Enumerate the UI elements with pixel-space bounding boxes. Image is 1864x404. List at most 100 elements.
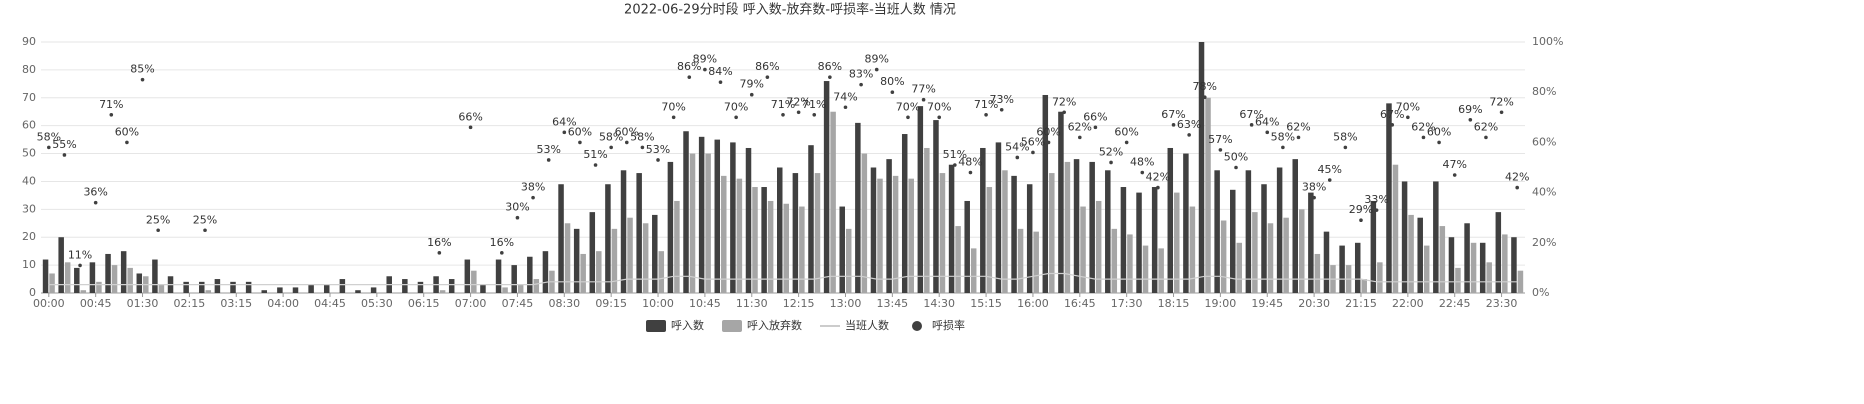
x-tick-label: 06:15: [408, 297, 440, 310]
data-label: 66%: [458, 110, 482, 123]
bar: [214, 279, 221, 293]
bar: [839, 206, 845, 293]
x-tick-label: 13:45: [876, 297, 908, 310]
y-tick-label: 90: [22, 35, 36, 48]
bar: [1502, 234, 1508, 293]
bar: [964, 200, 970, 293]
bar: [152, 259, 158, 293]
y2-tick-label: 20%: [1532, 236, 1556, 249]
data-label: 16%: [490, 236, 514, 249]
bar: [970, 248, 977, 293]
bar: [1252, 212, 1258, 293]
legend-label: 当班人数: [845, 318, 889, 332]
dot: [1140, 170, 1145, 175]
data-label: 70%: [724, 100, 748, 113]
dot: [437, 251, 442, 255]
data-label: 47%: [1442, 158, 1466, 171]
data-label: 60%: [1114, 125, 1138, 138]
x-tick-label: 14:30: [923, 297, 955, 310]
dot: [1202, 95, 1207, 100]
bar: [917, 106, 924, 294]
bar: [799, 206, 805, 293]
bar: [642, 223, 649, 293]
bar: [1205, 97, 1211, 294]
x-tick-label: 08:30: [548, 297, 580, 310]
dot: [734, 115, 738, 120]
bar: [158, 284, 165, 293]
dot: [671, 115, 676, 120]
bar: [1120, 187, 1127, 293]
data-label: 62%: [1474, 120, 1498, 133]
data-label: 38%: [521, 181, 545, 194]
bar: [886, 159, 892, 293]
data-label: 86%: [818, 60, 842, 73]
data-label: 71%: [99, 98, 123, 111]
bar: [339, 279, 346, 293]
data-label: 72%: [1489, 95, 1513, 108]
bar: [1189, 206, 1196, 293]
data-label: 62%: [1286, 120, 1310, 133]
x-tick-label: 04:45: [314, 297, 346, 310]
bar: [1470, 242, 1477, 293]
dot: [609, 145, 613, 150]
dot: [1421, 135, 1426, 140]
dot: [1390, 123, 1395, 127]
bar: [1167, 147, 1174, 293]
dot: [937, 115, 942, 120]
bar: [674, 200, 680, 293]
dot: [718, 80, 723, 84]
bar: [1111, 228, 1118, 293]
data-label: 73%: [989, 93, 1013, 106]
x-tick-label: 20:30: [1298, 297, 1330, 310]
bar: [721, 175, 727, 293]
bar: [439, 290, 446, 293]
bar: [1136, 192, 1142, 293]
data-label: 60%: [1036, 125, 1060, 138]
bar: [1408, 214, 1414, 293]
dot: [500, 251, 504, 255]
y-tick-label: 70: [22, 91, 36, 104]
data-label: 48%: [1130, 156, 1154, 169]
dot: [1327, 178, 1332, 182]
data-label: 74%: [833, 90, 857, 103]
bar: [901, 134, 908, 293]
dot: [984, 112, 988, 117]
y2-tick-label: 80%: [1532, 85, 1556, 98]
x-tick-label: 09:15: [595, 297, 627, 310]
bar: [1433, 181, 1439, 293]
bar: [1392, 164, 1399, 293]
dot: [1515, 185, 1519, 190]
bar: [808, 145, 814, 293]
dot: [1093, 125, 1098, 130]
dot: [1124, 140, 1129, 145]
dot: [109, 112, 114, 117]
bar: [1417, 217, 1423, 293]
data-label: 69%: [1458, 103, 1482, 116]
x-tick-label: 19:00: [1205, 297, 1237, 310]
bar: [417, 281, 424, 293]
dot: [1499, 110, 1504, 115]
dot: [1343, 145, 1348, 150]
dot: [1452, 173, 1457, 177]
bar: [1026, 184, 1033, 293]
bar: [1298, 209, 1305, 293]
dot: [968, 170, 973, 175]
dot: [1374, 208, 1379, 212]
dot: [749, 92, 754, 97]
dot: [781, 112, 785, 117]
bar: [908, 178, 914, 293]
bar: [96, 281, 102, 293]
dot: [687, 75, 692, 79]
bar: [1377, 262, 1383, 293]
dot: [921, 97, 926, 102]
bar: [1236, 242, 1243, 293]
bar: [1323, 231, 1330, 293]
dot: [656, 158, 660, 162]
y2-tick-label: 100%: [1532, 35, 1563, 48]
data-label: 83%: [849, 68, 873, 81]
bar: [1011, 175, 1017, 293]
bar: [480, 284, 486, 293]
data-label: 58%: [630, 130, 654, 143]
data-label: 70%: [927, 100, 951, 113]
bar: [464, 259, 471, 293]
